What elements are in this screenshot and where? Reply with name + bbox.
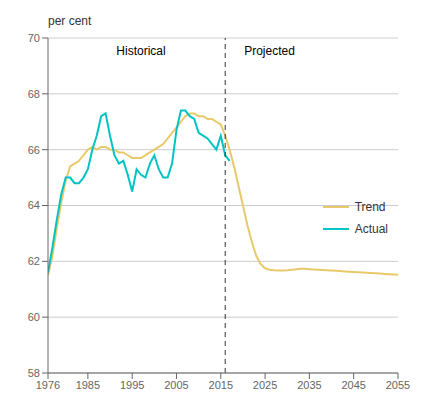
html-text:per cent: per cent (48, 14, 92, 28)
svg-text:2035: 2035 (297, 379, 321, 391)
svg-text:1976: 1976 (36, 379, 60, 391)
svg-text:2045: 2045 (341, 379, 365, 391)
svg-text:64: 64 (28, 199, 40, 211)
svg-text:2025: 2025 (253, 379, 277, 391)
svg-text:62: 62 (28, 255, 40, 267)
svg-text:66: 66 (28, 144, 40, 156)
svg-text:Historical: Historical (116, 44, 165, 58)
svg-text:60: 60 (28, 311, 40, 323)
html-text:Actual: Actual (354, 222, 388, 237)
svg-text:68: 68 (28, 88, 40, 100)
svg-text:58: 58 (28, 367, 40, 379)
svg-text:1995: 1995 (120, 379, 144, 391)
svg-text:70: 70 (28, 32, 40, 44)
svg-text:2005: 2005 (164, 379, 188, 391)
svg-text:2015: 2015 (209, 379, 233, 391)
svg-text:2055: 2055 (386, 379, 410, 391)
svg-text:1985: 1985 (76, 379, 100, 391)
html-text:Trend: Trend (354, 200, 386, 215)
svg-text:Projected: Projected (244, 44, 295, 58)
